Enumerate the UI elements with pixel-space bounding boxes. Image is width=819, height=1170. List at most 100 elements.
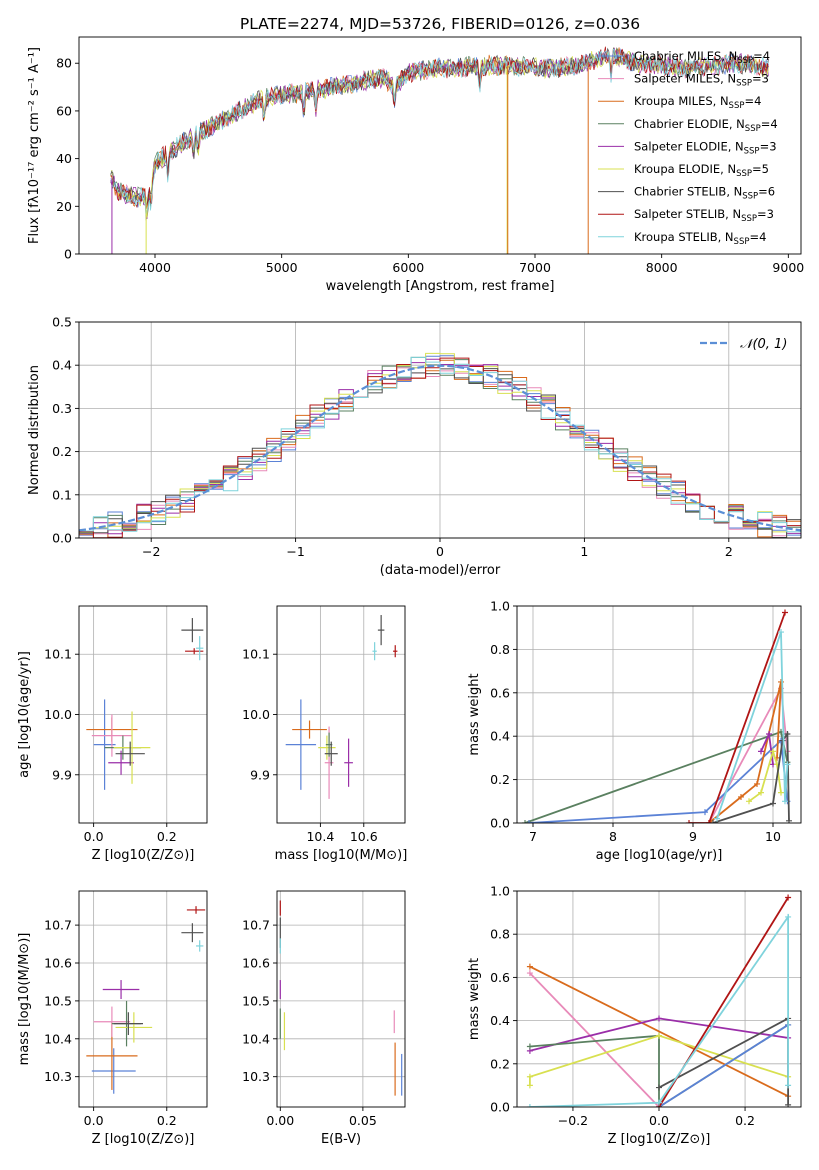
- x-axis-label: E(B-V): [321, 1132, 361, 1147]
- weight-point-marker: [526, 820, 532, 823]
- x-tick-label: 6000: [392, 260, 424, 275]
- x-tick-label: 7000: [519, 260, 551, 275]
- x-tick-label: 9000: [772, 260, 804, 275]
- y-tick-label: 0.8: [490, 642, 510, 657]
- legend-entry: Chabrier ELODIE, NSSP=4: [634, 117, 778, 134]
- plot-area: [526, 894, 792, 1107]
- x-tick-label: 9: [689, 829, 697, 844]
- axes-age-vs-mass: 10.4 10.6 9.9 10.0 10.1 mass [log10(M/M⊙)]: [242, 605, 408, 863]
- x-axis-label: Z [log10(Z/Z⊙)]: [608, 1132, 711, 1147]
- weight-point-marker: [746, 798, 752, 805]
- y-tick-label: 0.3: [52, 401, 72, 416]
- weight-point-marker: [784, 761, 791, 768]
- weight-series-line: [529, 972, 660, 1107]
- axes-spectrum: 4000 5000 6000 7000 8000 9000 0 20 40 60 80 wavelen…: [27, 36, 804, 294]
- y-tick-label: 10.3: [44, 1069, 72, 1084]
- y-tick-label: 0.5: [52, 315, 72, 330]
- weight-series-line: [529, 965, 789, 1098]
- y-tick-label: 10.5: [44, 993, 72, 1008]
- weight-point-marker: [702, 809, 708, 816]
- x-axis-label: (data-model)/error: [380, 563, 501, 578]
- weight-point-marker: [656, 1015, 662, 1022]
- y-tick-label: 0.4: [52, 358, 72, 373]
- y-axis-label: mass weight: [467, 958, 482, 1040]
- weight-point-marker: [656, 1032, 662, 1039]
- normal-curve: [79, 364, 801, 532]
- y-tick-label: 10.5: [242, 993, 270, 1008]
- x-tick-label: 8000: [646, 260, 678, 275]
- x-tick-label: 0.05: [349, 1113, 377, 1128]
- legend-entry: Kroupa STELIB, NSSP=4: [634, 230, 766, 247]
- y-tick-label: 0.0: [52, 531, 72, 546]
- spectrum-series-line: [110, 48, 769, 216]
- y-tick-label: 20: [56, 199, 72, 214]
- y-axis-label: Flux [fλ10⁻¹⁷ erg cm⁻² s⁻¹ A⁻¹]: [27, 47, 42, 244]
- legend-entry: Chabrier MILES, NSSP=4: [634, 49, 770, 66]
- x-tick-label: 0.0: [84, 829, 104, 844]
- weight-point-marker: [770, 800, 776, 807]
- y-tick-label: 0.2: [52, 444, 72, 459]
- x-tick-label: −2: [142, 544, 160, 559]
- y-tick-label: 0.4: [490, 1013, 510, 1028]
- x-tick-label: 0.00: [266, 1113, 294, 1128]
- residual-histogram: [79, 352, 801, 538]
- weight-point-marker: [754, 780, 760, 787]
- legend-entry: Kroupa MILES, NSSP=4: [634, 94, 761, 111]
- weight-series-line: [748, 748, 782, 803]
- x-tick-label: 0.0: [649, 1113, 669, 1128]
- y-tick-label: 0.1: [52, 487, 72, 502]
- x-tick-label: 2: [725, 544, 733, 559]
- y-tick-label: 10.7: [242, 918, 270, 933]
- plot-area: [522, 609, 792, 823]
- axes-age-vs-Z: 0.0 0.2 9.9 10.0 10.1 Z [log10(Z/Z⊙)] age [log…: [17, 605, 208, 863]
- x-tick-label: 0.0: [84, 1113, 104, 1128]
- plot-area: [110, 46, 769, 254]
- plot-area: [86, 906, 206, 1094]
- y-tick-label: 0.6: [490, 970, 510, 985]
- weight-point-marker: [714, 815, 720, 822]
- weight-point-marker: [686, 820, 692, 823]
- weight-series-line: [529, 914, 789, 1107]
- plot-area: [285, 615, 398, 799]
- axes-residuals: −2 −1 0 1 2 0.0 0.1 0.2 0.3 0.4 0.5 (data-model)/er…: [27, 315, 802, 578]
- legend-entry: Kroupa ELODIE, NSSP=5: [634, 162, 769, 179]
- weight-point-marker: [770, 748, 776, 755]
- x-axis-label: mass [log10(M/M⊙)]: [275, 848, 408, 863]
- x-tick-label: 0: [436, 544, 444, 559]
- weight-point-marker: [758, 789, 764, 796]
- legend-entry: Salpeter ELODIE, NSSP=3: [634, 139, 777, 156]
- y-tick-label: 10.7: [44, 918, 72, 933]
- x-tick-label: 0.2: [157, 1113, 177, 1128]
- y-axis-label: Normed distribution: [27, 365, 42, 495]
- weight-point-marker: [778, 789, 784, 796]
- y-tick-label: 1.0: [490, 884, 510, 899]
- x-tick-label: 10: [765, 829, 781, 844]
- weight-point-marker: [526, 1082, 533, 1089]
- y-tick-label: 0.4: [490, 729, 510, 744]
- weight-series-line: [529, 1034, 789, 1086]
- y-tick-label: 1.0: [490, 599, 510, 614]
- x-tick-label: 4000: [139, 260, 171, 275]
- y-tick-label: 10.6: [44, 956, 72, 971]
- axes-weight-vs-age: 7 8 9 10 0.0 0.2 0.4 0.6 0.8 1.0 age [log10(age/yr…: [467, 599, 802, 863]
- x-tick-label: 7: [529, 829, 537, 844]
- weight-point-marker: [656, 1084, 662, 1091]
- legend-entry: Chabrier STELIB, NSSP=6: [634, 185, 775, 202]
- weight-point-marker: [526, 1104, 533, 1107]
- legend-entry: 𝒩(0, 1): [740, 337, 787, 352]
- weight-point-marker: [526, 963, 533, 970]
- y-axis-label: mass weight: [467, 673, 482, 755]
- x-tick-label: 0.2: [157, 829, 177, 844]
- weight-point-marker: [526, 1043, 533, 1050]
- axes-mass-vs-EBV: 0.00 0.05 10.3 10.4 10.5 10.6 10.7 E(B-V): [242, 890, 406, 1147]
- plot-area: [79, 352, 801, 538]
- axes-frame: [78, 890, 208, 1108]
- weight-point-marker: [782, 609, 788, 616]
- y-tick-label: 0.8: [490, 927, 510, 942]
- y-tick-label: 0: [64, 247, 72, 262]
- x-tick-label: 8: [609, 829, 617, 844]
- weight-point-marker: [785, 894, 792, 901]
- weight-point-marker: [738, 793, 744, 800]
- axes-mass-vs-Z: 0.0 0.2 10.3 10.4 10.5 10.6 10.7 Z [log10(Z/Z⊙)…: [17, 890, 208, 1147]
- y-tick-label: 10.6: [242, 956, 270, 971]
